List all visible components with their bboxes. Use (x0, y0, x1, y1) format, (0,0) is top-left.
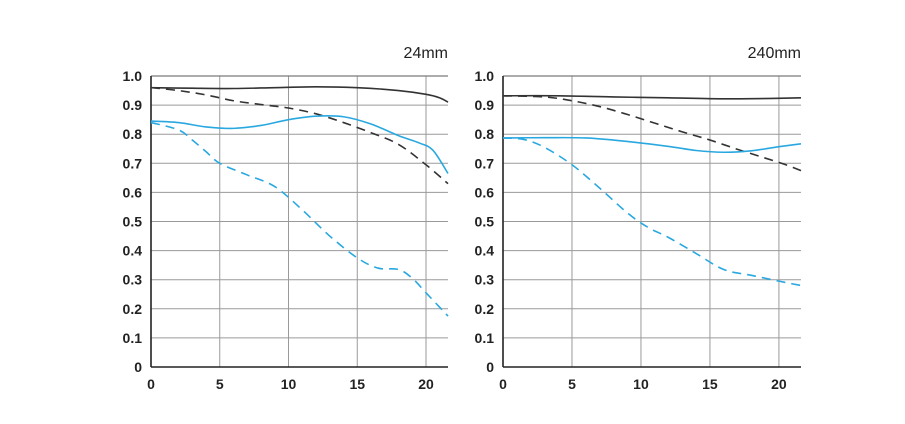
y-tick-label: 0.2 (475, 301, 495, 317)
y-tick-label: 1.0 (475, 68, 495, 84)
y-tick-label: 1.0 (123, 68, 143, 84)
chart-title: 24mm (404, 45, 448, 62)
y-tick-label: 0.3 (475, 272, 495, 288)
series-line-3-dashed (150, 121, 449, 317)
x-tick-label: 20 (418, 376, 434, 392)
series-line-1-dashed (150, 86, 449, 185)
y-tick-label: 0 (134, 359, 142, 375)
x-tick-label: 15 (349, 376, 365, 392)
x-tick-label: 5 (216, 376, 224, 392)
y-tick-label: 0.6 (475, 184, 495, 200)
y-tick-label: 0.8 (123, 126, 143, 142)
chart-title: 240mm (748, 45, 801, 62)
y-tick-label: 0.6 (123, 184, 143, 200)
y-tick-label: 0.4 (123, 243, 143, 259)
x-tick-label: 5 (568, 376, 576, 392)
chart-panel-0: 0 0.1 0.2 0.3 0.4 0.5 0.6 0.7 0.8 0.9 1.0 0 5 10 15 20 2… (123, 45, 449, 392)
x-tick-label: 10 (633, 376, 649, 392)
series-line-0-solid (150, 85, 449, 103)
x-tick-label: 20 (771, 376, 787, 392)
y-tick-label: 0.5 (475, 214, 495, 230)
series-line-2-solid (150, 114, 449, 174)
y-tick-label: 0.7 (475, 155, 495, 171)
y-tick-label: 0.9 (123, 97, 143, 113)
y-tick-label: 0.2 (123, 301, 143, 317)
x-tick-label: 15 (702, 376, 718, 392)
y-tick-label: 0.9 (475, 97, 495, 113)
x-tick-label: 0 (499, 376, 507, 392)
chart-panel-1: 0 0.1 0.2 0.3 0.4 0.5 0.6 0.7 0.8 0.9 1.0 0 5 10 15 20 2… (475, 45, 802, 392)
x-tick-label: 0 (147, 376, 155, 392)
y-tick-label: 0.1 (123, 330, 143, 346)
series-line-1-dashed (502, 94, 802, 172)
y-tick-label: 0.5 (123, 214, 143, 230)
y-tick-label: 0.4 (475, 243, 495, 259)
series-line-0-solid (502, 94, 802, 100)
series-line-3-dashed (502, 137, 802, 287)
y-tick-label: 0.7 (123, 155, 143, 171)
y-tick-label: 0 (486, 359, 494, 375)
y-tick-label: 0.3 (123, 272, 143, 288)
y-tick-label: 0.1 (475, 330, 495, 346)
series-line-2-solid (502, 136, 802, 154)
x-tick-label: 10 (281, 376, 297, 392)
y-tick-label: 0.8 (475, 126, 495, 142)
